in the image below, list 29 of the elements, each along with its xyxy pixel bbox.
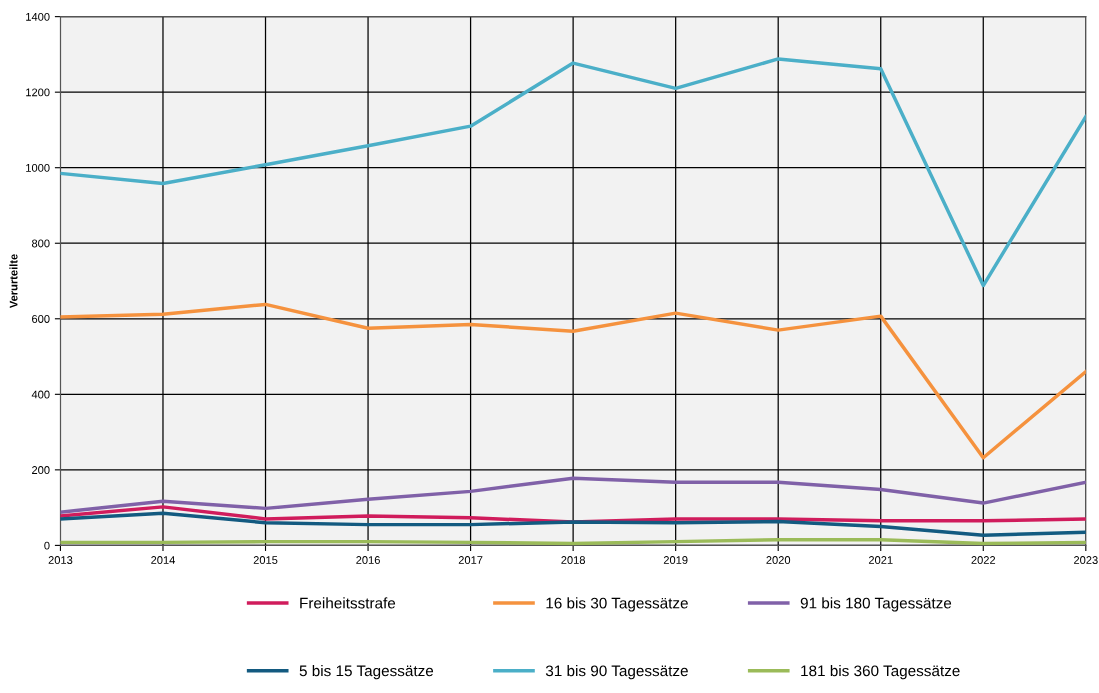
- legend-label: 5 bis 15 Tagessätze: [299, 665, 434, 680]
- legend-label: 181 bis 360 Tagessätze: [801, 665, 960, 680]
- x-tick-label: 2015: [253, 556, 278, 564]
- x-tick-label: 2021: [868, 556, 893, 564]
- line-series: [60, 511, 1086, 537]
- x-tick-label: 2013: [48, 556, 73, 564]
- y-tick-label: 600: [32, 315, 50, 323]
- line-series: [60, 505, 1086, 524]
- line-series: [60, 476, 1086, 514]
- y-tick-label: 0: [44, 541, 50, 550]
- y-tick-label: 1000: [26, 163, 50, 172]
- y-tick-label: 800: [31, 239, 50, 248]
- legend-label: 31 bis 90 Tagessätze: [545, 665, 688, 680]
- x-tick-label: 2023: [1074, 556, 1098, 564]
- y-tick-label: 1400: [26, 12, 50, 21]
- legend-label: 91 bis 180 Tagessätze: [800, 597, 952, 612]
- y-tick-label: 1200: [26, 88, 50, 97]
- x-tick-label: 2022: [971, 556, 996, 564]
- y-axis-title: Verurteilte: [9, 254, 18, 309]
- x-tick-label: 2014: [151, 556, 176, 564]
- x-tick-label: 2019: [663, 556, 688, 564]
- legend-label: 16 bis 30 Tagessätze: [546, 597, 688, 612]
- x-tick-label: 2018: [561, 556, 586, 564]
- y-tick-label: 400: [31, 390, 50, 399]
- x-tick-label: 2017: [458, 556, 483, 564]
- legend-label: Freiheitsstrafe: [300, 597, 396, 609]
- x-tick-label: 2020: [766, 556, 791, 564]
- x-tick-label: 2016: [356, 556, 380, 564]
- y-tick-label: 200: [32, 466, 50, 474]
